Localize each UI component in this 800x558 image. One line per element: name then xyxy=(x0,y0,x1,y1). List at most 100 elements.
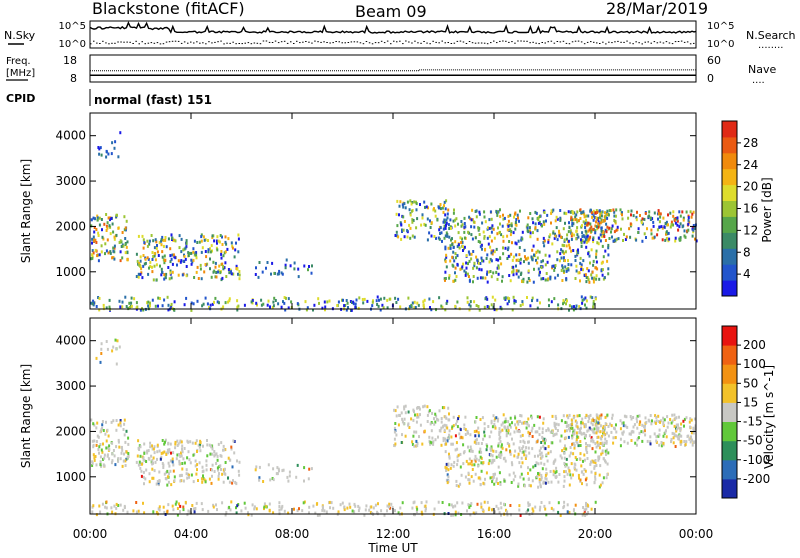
data-cell xyxy=(166,448,169,452)
data-cell xyxy=(463,230,466,234)
data-cell xyxy=(398,413,401,417)
data-cell xyxy=(287,511,290,515)
data-cell xyxy=(637,436,640,440)
data-cell xyxy=(448,274,451,278)
data-cell xyxy=(486,280,489,284)
data-cell xyxy=(173,300,176,304)
data-cell xyxy=(415,510,418,514)
data-cell xyxy=(536,256,539,260)
data-cell xyxy=(409,226,412,230)
data-cell xyxy=(174,256,177,260)
data-cell xyxy=(468,478,471,482)
data-cell xyxy=(139,259,142,263)
data-cell xyxy=(505,508,507,512)
data-cell xyxy=(308,265,310,268)
data-cell xyxy=(232,272,235,276)
data-cell xyxy=(595,413,598,417)
data-cell xyxy=(560,269,563,272)
data-cell xyxy=(492,414,495,418)
data-cell xyxy=(167,503,170,507)
data-cell xyxy=(582,506,585,509)
data-cell xyxy=(173,479,176,483)
data-cell xyxy=(667,231,670,235)
data-cell xyxy=(588,444,591,448)
data-cell xyxy=(457,222,459,226)
data-cell xyxy=(571,218,573,222)
data-cell xyxy=(514,221,517,224)
data-cell xyxy=(365,504,368,508)
colorbar-swatch xyxy=(722,280,737,297)
data-cell xyxy=(426,405,429,409)
data-cell xyxy=(472,479,475,483)
data-cell xyxy=(481,259,484,263)
data-cell xyxy=(636,420,639,424)
data-cell xyxy=(394,409,397,413)
data-cell xyxy=(656,233,659,237)
colorbar-tick-label: 24 xyxy=(743,158,758,172)
data-cell xyxy=(501,275,504,279)
data-cell xyxy=(678,210,681,214)
data-cell xyxy=(151,298,154,302)
data-cell xyxy=(665,230,668,234)
data-cell xyxy=(544,438,547,442)
data-cell xyxy=(499,482,502,486)
data-cell xyxy=(495,270,498,274)
data-cell xyxy=(523,453,526,457)
data-cell xyxy=(643,424,646,428)
data-cell xyxy=(180,454,183,458)
data-cell xyxy=(200,235,203,239)
noise-search-point xyxy=(247,42,250,44)
data-cell xyxy=(97,448,100,452)
data-cell xyxy=(205,463,208,467)
data-cell xyxy=(99,510,102,514)
data-cell xyxy=(147,304,150,308)
noise-search-point xyxy=(396,41,398,43)
data-cell xyxy=(369,511,372,515)
data-cell xyxy=(154,304,157,308)
data-cell xyxy=(598,473,601,477)
data-cell xyxy=(480,450,483,454)
data-cell xyxy=(671,431,674,435)
data-cell xyxy=(211,236,214,239)
data-cell xyxy=(464,475,467,479)
data-cell xyxy=(443,224,446,228)
data-cell xyxy=(113,146,116,150)
data-cell xyxy=(492,449,495,453)
data-cell xyxy=(253,505,256,509)
data-cell xyxy=(501,279,503,283)
data-cell xyxy=(349,505,352,509)
data-cell xyxy=(605,441,608,445)
data-cell xyxy=(155,246,158,250)
data-cell xyxy=(160,243,163,247)
data-cell xyxy=(201,465,204,469)
data-cell xyxy=(547,428,550,432)
y-tick-label: 2000 xyxy=(55,219,86,233)
data-cell xyxy=(563,238,566,242)
data-cell xyxy=(597,417,600,421)
data-cell xyxy=(233,451,236,455)
data-cell xyxy=(396,224,399,228)
noise-search-point xyxy=(286,42,289,44)
data-cell xyxy=(547,445,550,449)
data-cell xyxy=(121,231,124,234)
data-cell xyxy=(680,422,683,426)
noise-search-point xyxy=(211,42,213,44)
data-cell xyxy=(429,219,431,223)
data-cell xyxy=(600,261,603,265)
data-cell xyxy=(526,422,529,426)
data-cell xyxy=(620,227,622,231)
data-cell xyxy=(121,464,124,468)
noise-search-point xyxy=(677,41,680,42)
data-cell xyxy=(554,427,557,430)
data-cell xyxy=(508,223,511,227)
data-cell xyxy=(109,225,112,229)
data-cell xyxy=(528,424,530,428)
data-cell xyxy=(543,222,546,226)
noise-search-point xyxy=(199,42,201,44)
data-cell xyxy=(547,277,550,281)
noise-search-point xyxy=(283,40,286,42)
data-cell xyxy=(260,298,263,302)
data-cell xyxy=(420,501,423,505)
data-cell xyxy=(149,445,152,449)
data-cell xyxy=(522,439,525,443)
